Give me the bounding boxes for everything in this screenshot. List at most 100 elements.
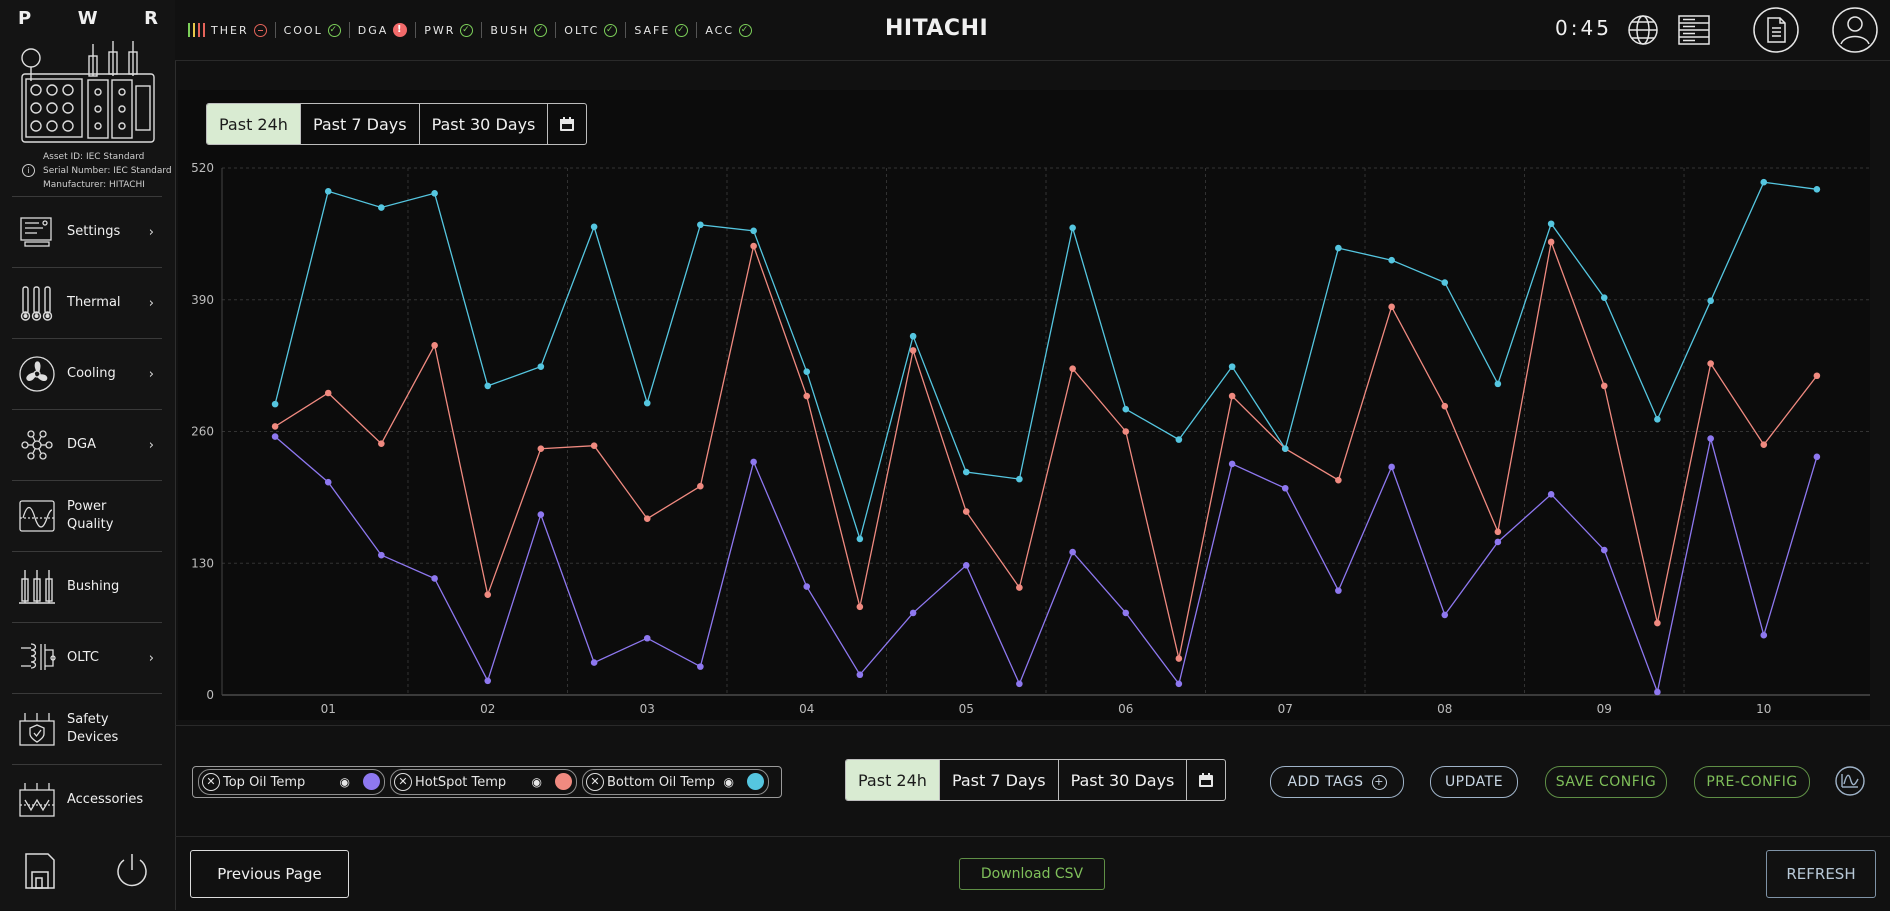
status-label-pwr[interactable]: PWR xyxy=(424,23,456,37)
remove-series-icon[interactable]: ✕ xyxy=(394,773,412,791)
eye-icon[interactable]: ◉ xyxy=(723,775,734,789)
remove-series-icon[interactable]: ✕ xyxy=(586,773,604,791)
status-label-cool[interactable]: COOL xyxy=(283,23,323,37)
status-label-acc[interactable]: ACC xyxy=(705,23,735,37)
x-tick-label: 08 xyxy=(1437,702,1452,716)
data-point xyxy=(1441,279,1449,286)
data-point xyxy=(537,511,545,518)
calendar-button[interactable] xyxy=(548,104,586,144)
data-point xyxy=(484,591,492,598)
data-point xyxy=(271,400,279,408)
y-tick-label: 520 xyxy=(191,161,214,175)
sidebar-item-thermal[interactable]: Thermal › xyxy=(12,267,162,338)
x-tick-label: 04 xyxy=(799,702,814,716)
timer: 0:45 xyxy=(1555,16,1612,40)
alert-icon: ! xyxy=(393,23,408,37)
data-point xyxy=(484,382,492,390)
settings-panel-icon xyxy=(20,217,52,247)
calendar-icon xyxy=(560,117,575,131)
add-tags-button[interactable]: ADD TAGS + xyxy=(1270,766,1404,798)
divider xyxy=(625,22,627,38)
sidebar-item-accessories[interactable]: Accessories xyxy=(12,764,162,835)
sidebar-item-oltc[interactable]: OLTC › xyxy=(12,622,162,693)
series-color-swatch xyxy=(555,773,572,790)
divider xyxy=(696,22,698,38)
sidebar-item-bushing[interactable]: Bushing xyxy=(12,551,162,622)
check-icon: ✓ xyxy=(675,23,689,37)
controls-bar xyxy=(175,725,1890,836)
sidebar-item-label: Safety Devices xyxy=(67,712,119,745)
data-point xyxy=(1335,244,1342,252)
data-point xyxy=(1760,178,1768,186)
data-point xyxy=(1547,238,1555,246)
document-icon[interactable] xyxy=(1752,6,1800,54)
update-button[interactable]: UPDATE xyxy=(1430,766,1518,798)
sidebar-bottom xyxy=(12,840,162,900)
data-point xyxy=(1707,435,1714,442)
chevron-right-icon: › xyxy=(148,296,154,311)
data-point xyxy=(1760,441,1768,448)
check-icon: ✓ xyxy=(534,23,548,37)
check-icon: ✓ xyxy=(739,23,753,37)
data-point xyxy=(856,671,864,679)
thermometer-icon xyxy=(20,286,53,321)
sidebar-item-label: Accessories xyxy=(67,792,144,807)
range-past-30-days[interactable]: Past 30 Days xyxy=(420,104,549,144)
sidebar-item-power-quality[interactable]: Power Quality xyxy=(12,480,162,551)
sidebar-item-safety-devices[interactable]: Safety Devices xyxy=(12,693,162,764)
data-point xyxy=(431,575,438,582)
globe-icon[interactable] xyxy=(1627,14,1659,46)
eye-icon[interactable]: ◉ xyxy=(339,775,350,789)
chart-settings-icon[interactable] xyxy=(1834,765,1866,797)
data-point xyxy=(537,445,545,453)
range-past-7-days[interactable]: Past 7 Days xyxy=(940,760,1059,800)
status-label-bush[interactable]: BUSH xyxy=(490,23,530,37)
pwr-letter-w: W xyxy=(77,8,98,29)
server-icon[interactable] xyxy=(1677,14,1711,46)
sidebar-item-settings[interactable]: Settings › xyxy=(12,196,162,267)
sidebar-item-dga[interactable]: DGA › xyxy=(12,409,162,480)
data-point xyxy=(1122,405,1130,413)
refresh-button[interactable]: REFRESH xyxy=(1766,850,1876,898)
info-icon[interactable]: i xyxy=(22,164,35,177)
status-label-safe[interactable]: SAFE xyxy=(634,23,671,37)
divider xyxy=(348,22,350,38)
data-point xyxy=(1813,372,1821,380)
save-icon[interactable] xyxy=(24,852,56,890)
user-icon[interactable] xyxy=(1831,6,1879,54)
pre-config-button[interactable]: PRE-CONFIG xyxy=(1694,766,1810,798)
range-past-7-days[interactable]: Past 7 Days xyxy=(301,104,420,144)
eye-icon[interactable]: ◉ xyxy=(531,775,542,789)
legend-item-hotspot-temp[interactable]: ✕ HotSpot Temp ◉ xyxy=(390,769,577,795)
brand-logo: HITACHI xyxy=(885,16,989,41)
remove-series-icon[interactable]: ✕ xyxy=(202,773,220,791)
tap-changer-icon xyxy=(21,643,56,670)
legend-item-top-oil-temp[interactable]: ✕ Top Oil Temp ◉ xyxy=(198,769,385,795)
data-point xyxy=(1016,584,1023,591)
data-point xyxy=(324,478,332,486)
power-icon[interactable] xyxy=(114,852,150,890)
waveform-icon xyxy=(19,500,55,532)
range-past-24h[interactable]: Past 24h xyxy=(846,760,940,800)
previous-page-button[interactable]: Previous Page xyxy=(190,850,349,898)
status-label-ther[interactable]: THER xyxy=(211,23,249,37)
download-csv-button[interactable]: Download CSV xyxy=(959,858,1105,890)
x-tick-label: 03 xyxy=(640,702,655,716)
range-past-24h[interactable]: Past 24h xyxy=(207,104,301,144)
range-past-30-days[interactable]: Past 30 Days xyxy=(1059,760,1188,800)
data-point xyxy=(750,227,757,235)
data-point xyxy=(590,223,598,231)
status-label-oltc[interactable]: OLTC xyxy=(564,23,600,37)
save-config-button[interactable]: SAVE CONFIG xyxy=(1545,766,1667,798)
data-point xyxy=(1707,360,1714,367)
status-strip: THER COOL ✓ DGA ! PWR ✓ BUSH ✓ OLTC ✓ SA… xyxy=(187,21,753,39)
calendar-button[interactable] xyxy=(1187,760,1225,800)
data-point xyxy=(1388,303,1395,311)
series-legend: ✕ Top Oil Temp ◉ ✕ HotSpot Temp ◉ ✕ Bott… xyxy=(192,766,782,798)
sidebar-item-cooling[interactable]: Cooling › xyxy=(12,338,162,409)
data-point xyxy=(1069,224,1076,232)
status-label-dga[interactable]: DGA xyxy=(357,23,389,37)
data-point xyxy=(1600,546,1608,554)
legend-item-bottom-oil-temp[interactable]: ✕ Bottom Oil Temp ◉ xyxy=(582,769,769,795)
data-point xyxy=(1494,380,1502,388)
